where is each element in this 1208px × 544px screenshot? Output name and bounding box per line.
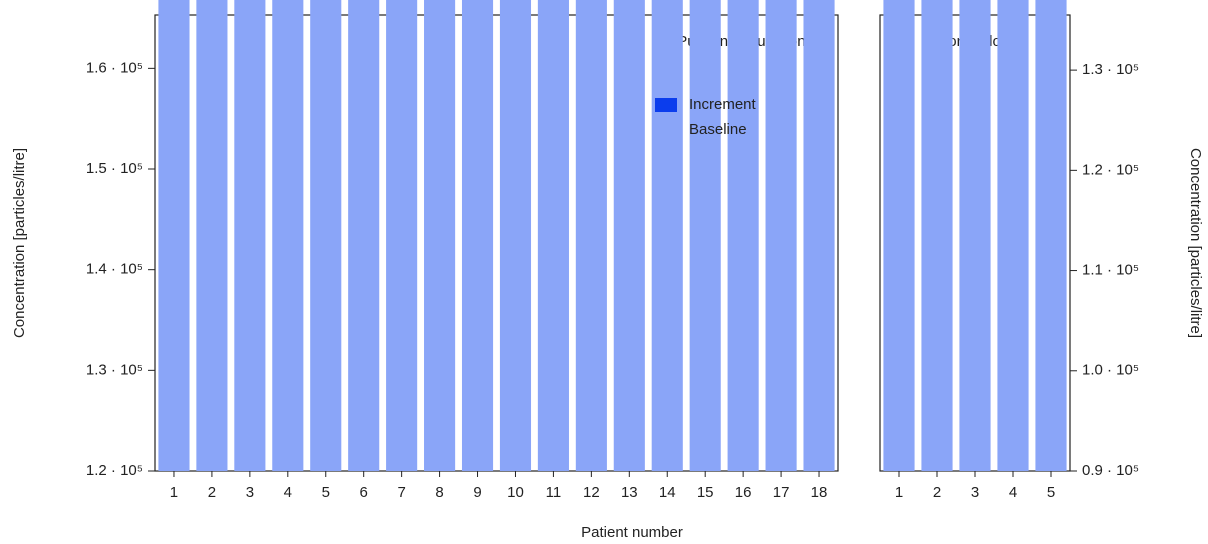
y-tick-label: 1.2 · 10⁵ bbox=[86, 462, 143, 479]
y-axis-label: Concentration [particles/litre] bbox=[1187, 148, 1204, 338]
plot-frame bbox=[154, 14, 839, 472]
legend-label: Baseline bbox=[689, 121, 747, 138]
x-tick-label: 11 bbox=[546, 484, 562, 501]
x-tick-label: 5 bbox=[322, 484, 330, 501]
x-tick-label: 3 bbox=[246, 484, 254, 501]
bar-segment bbox=[803, 0, 835, 471]
bar-segment bbox=[158, 0, 190, 472]
y-tick-label: 1.1 · 10⁵ bbox=[1082, 262, 1139, 279]
bar-segment bbox=[921, 0, 953, 472]
y-tick-label: 0.9 · 10⁵ bbox=[1082, 462, 1139, 479]
bar-segment bbox=[499, 0, 532, 471]
y-axis-label: Concentration [particles/litre] bbox=[11, 148, 28, 338]
x-tick-label: 1 bbox=[170, 484, 178, 501]
y-tick-label: 1.3 · 10⁵ bbox=[86, 361, 143, 378]
bar-segment bbox=[575, 0, 607, 471]
bar-segment bbox=[689, 0, 721, 472]
bar-segment bbox=[196, 0, 228, 471]
legend-swatch bbox=[655, 123, 677, 137]
x-tick-label: 13 bbox=[621, 484, 638, 501]
bar-segment bbox=[348, 0, 380, 471]
bar-segment bbox=[386, 0, 418, 471]
bar-segment bbox=[651, 0, 683, 471]
x-tick-label: 3 bbox=[971, 484, 979, 501]
x-tick-label: 17 bbox=[773, 484, 790, 501]
y-tick-label: 1.4 · 10⁵ bbox=[86, 261, 143, 278]
x-tick-label: 1 bbox=[895, 484, 903, 501]
x-tick-label: 8 bbox=[435, 484, 443, 501]
x-tick-label: 10 bbox=[507, 484, 524, 501]
legend-label: Increment bbox=[689, 96, 757, 113]
x-tick-label: 14 bbox=[659, 484, 676, 501]
bar-segment bbox=[613, 0, 645, 471]
bar-segment bbox=[997, 0, 1029, 471]
x-tick-label: 9 bbox=[473, 484, 481, 501]
y-tick-label: 1.5 · 10⁵ bbox=[86, 160, 143, 177]
x-tick-label: 16 bbox=[735, 484, 752, 501]
x-tick-label: 4 bbox=[1009, 484, 1017, 501]
y-tick-label: 1.6 · 10⁵ bbox=[86, 59, 143, 76]
x-tick-label: 2 bbox=[208, 484, 216, 501]
x-tick-label: 2 bbox=[933, 484, 941, 501]
bar-segment bbox=[883, 0, 915, 472]
bar-segment bbox=[424, 0, 456, 471]
x-axis-label: Patient number bbox=[581, 524, 683, 541]
y-tick-label: 1.0 · 10⁵ bbox=[1082, 362, 1139, 379]
x-tick-label: 6 bbox=[360, 484, 368, 501]
bar-segment bbox=[1035, 0, 1067, 471]
x-tick-label: 15 bbox=[697, 484, 714, 501]
x-tick-label: 12 bbox=[583, 484, 600, 501]
legend-swatch bbox=[655, 98, 677, 112]
bar-segment bbox=[727, 0, 759, 472]
x-tick-label: 18 bbox=[811, 484, 828, 501]
bar-segment bbox=[461, 0, 494, 471]
bar-segment bbox=[272, 0, 304, 472]
x-tick-label: 7 bbox=[397, 484, 405, 501]
y-tick-label: 1.2 · 10⁵ bbox=[1082, 161, 1139, 178]
x-tick-label: 4 bbox=[284, 484, 292, 501]
bar-segment bbox=[959, 0, 991, 471]
bar-segment bbox=[765, 0, 797, 471]
bar-segment bbox=[234, 0, 266, 471]
bar-segment bbox=[537, 0, 569, 471]
y-tick-label: 1.3 · 10⁵ bbox=[1082, 61, 1139, 78]
x-tick-label: 5 bbox=[1047, 484, 1055, 501]
bar-segment bbox=[310, 0, 342, 471]
